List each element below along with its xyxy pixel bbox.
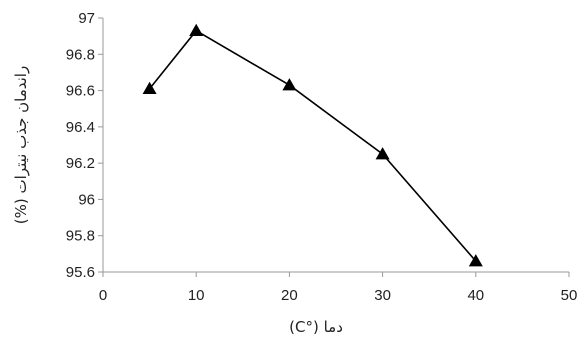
series-markers <box>142 23 483 267</box>
x-tick-label: 30 <box>374 287 391 304</box>
y-tick-label: 97 <box>78 10 95 27</box>
data-point-marker <box>375 147 390 160</box>
y-tick-label: 95.8 <box>66 228 95 245</box>
y-tick-label: 96.8 <box>66 46 95 63</box>
y-tick-label: 95.6 <box>66 264 95 281</box>
data-point-marker <box>468 254 483 267</box>
data-point-marker <box>142 81 157 95</box>
x-ticks: 0 10 20 30 40 50 <box>99 272 578 304</box>
x-tick-label: 50 <box>561 287 578 304</box>
y-tick-label: 96.2 <box>66 155 95 172</box>
data-point-marker <box>282 78 297 91</box>
x-tick-label: 10 <box>188 287 205 304</box>
y-tick-label: 96.6 <box>66 83 95 100</box>
x-tick-label: 20 <box>281 287 298 304</box>
y-axis-title: راندمان جذب نیترات (%) <box>12 66 30 224</box>
y-tick-label: 96.4 <box>66 119 95 136</box>
x-tick-label: 40 <box>467 287 484 304</box>
y-tick-label: 96 <box>78 191 95 208</box>
x-axis-title: دما (°C) <box>289 318 343 336</box>
x-tick-label: 0 <box>99 287 107 304</box>
y-ticks: 95.6 95.8 96 96.2 96.4 96.6 96.8 97 <box>66 10 103 281</box>
data-point-marker <box>189 23 204 36</box>
series-line <box>148 29 477 262</box>
